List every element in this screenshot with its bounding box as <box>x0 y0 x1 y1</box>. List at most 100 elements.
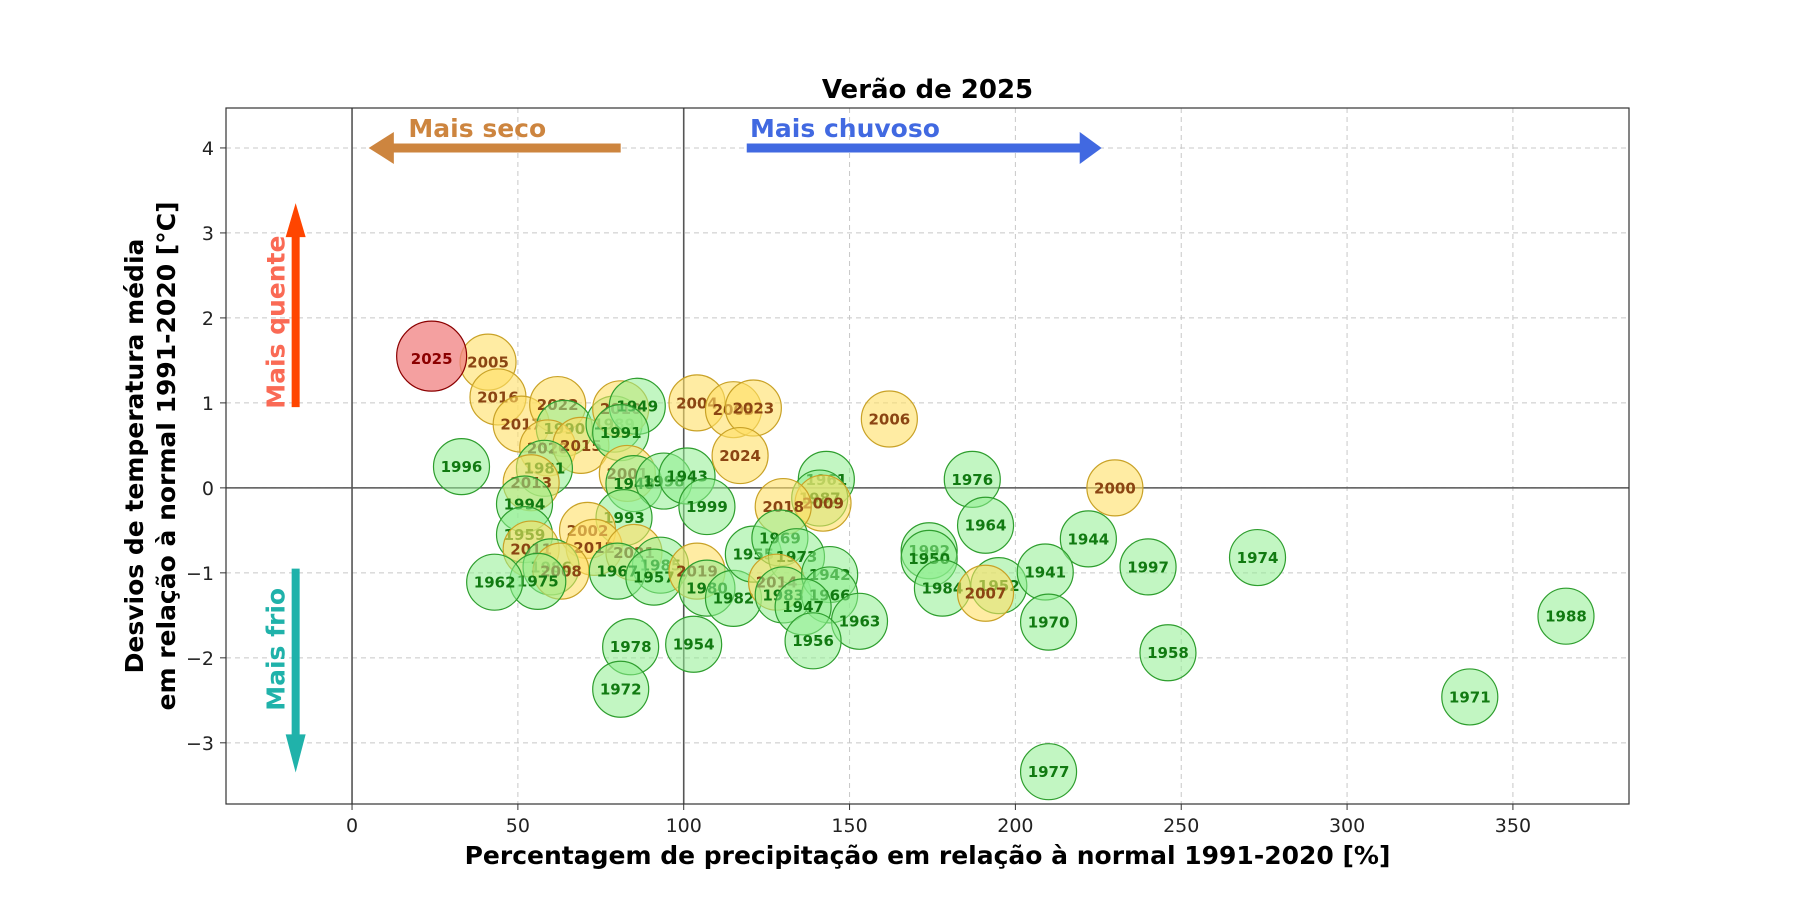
point-1963: 1963 <box>830 592 889 650</box>
y-tick-label: 4 <box>202 138 214 160</box>
point-marker <box>956 496 1015 554</box>
data-points: 2005201620172022199020202015198119962013… <box>396 320 1595 801</box>
point-marker <box>711 426 769 485</box>
hot-arrow-head <box>285 203 306 238</box>
point-1978: 1978 <box>602 618 660 676</box>
direction-arrows <box>285 131 1102 773</box>
y-axis-label: Desvios de temperatura média em relação … <box>120 201 181 710</box>
point-label: 1976 <box>951 471 993 489</box>
point-marker <box>956 564 1015 622</box>
point-1957: 1957 <box>625 548 683 606</box>
point-marker <box>1019 593 1078 651</box>
point-marker <box>678 477 736 536</box>
point-label: 1977 <box>1028 763 1070 781</box>
point-label: 1972 <box>600 681 642 699</box>
y-tick-label: −3 <box>186 733 214 755</box>
annotation-dry: Mais seco <box>408 114 546 143</box>
point-1977: 1977 <box>1019 743 1078 801</box>
point-label: 1963 <box>839 613 881 631</box>
point-1941: 1941 <box>1016 543 1074 601</box>
point-label: 2007 <box>965 585 1007 603</box>
point-marker <box>1441 668 1499 726</box>
point-label: 2023 <box>732 399 774 417</box>
point-marker <box>860 390 918 448</box>
point-marker <box>466 553 524 611</box>
point-1954: 1954 <box>665 615 723 673</box>
point-marker <box>665 615 723 673</box>
annotation-cold: Mais frio <box>262 588 291 711</box>
point-marker <box>1537 587 1595 645</box>
point-marker <box>1059 510 1117 568</box>
point-marker <box>1086 459 1144 517</box>
x-tick-label: 350 <box>1495 815 1531 837</box>
point-1956: 1956 <box>784 612 842 670</box>
point-1974: 1974 <box>1228 528 1287 587</box>
annotation-wet: Mais chuvoso <box>750 114 940 143</box>
point-marker <box>1019 743 1078 801</box>
x-tick-label: 0 <box>346 815 358 837</box>
point-1970: 1970 <box>1019 593 1078 651</box>
point-label: 2000 <box>1094 479 1136 497</box>
point-1962: 1962 <box>466 553 524 611</box>
chart-title: Verão de 2025 <box>822 75 1033 105</box>
point-label: 1991 <box>600 424 642 442</box>
point-1988: 1988 <box>1537 587 1595 645</box>
point-marker <box>784 612 842 670</box>
y-axis-label-line2: em relação à normal 1991-2020 [°C] <box>152 201 181 710</box>
y-tick-label: −1 <box>186 563 214 585</box>
point-label: 2024 <box>719 447 761 465</box>
point-1975: 1975 <box>509 552 567 610</box>
point-label: 1947 <box>782 598 824 616</box>
point-1999: 1999 <box>678 477 736 536</box>
point-label: 1962 <box>474 574 516 592</box>
point-2024: 2024 <box>711 426 769 485</box>
point-label: 1970 <box>1028 614 1070 632</box>
point-marker <box>1228 528 1287 587</box>
point-label: 1974 <box>1237 549 1279 567</box>
point-1958: 1958 <box>1139 624 1197 682</box>
x-tick-label: 250 <box>1163 815 1199 837</box>
point-label: 1999 <box>686 498 728 516</box>
y-tick-label: 3 <box>202 223 214 245</box>
point-label: 1988 <box>1545 608 1587 626</box>
dry-arrow-head <box>368 131 394 164</box>
point-label: 2006 <box>868 410 910 428</box>
point-label: 1975 <box>517 573 559 591</box>
annotation-hot: Mais quente <box>262 236 291 409</box>
x-axis-label: Percentagem de precipitação em relação à… <box>465 841 1391 870</box>
x-tick-label: 150 <box>831 815 867 837</box>
x-tick-label: 100 <box>666 815 702 837</box>
y-tick-label: −2 <box>186 648 214 670</box>
point-1976: 1976 <box>943 450 1001 508</box>
plot-frame <box>225 107 1630 805</box>
axis-ticks: 0 50 100 150 200 250 300 350 −3 −2 −1 0 1 2 3 4 <box>186 138 1531 837</box>
point-label: 1996 <box>441 458 483 476</box>
point-2000: 2000 <box>1086 459 1144 517</box>
x-tick-label: 50 <box>506 815 530 837</box>
cold-arrow-head <box>285 734 306 773</box>
y-tick-label: 2 <box>202 308 214 330</box>
point-label: 1958 <box>1147 644 1189 662</box>
point-marker <box>396 320 468 392</box>
point-label: 1944 <box>1067 530 1109 548</box>
point-label: 1971 <box>1449 688 1491 706</box>
point-2023: 2023 <box>724 379 782 437</box>
point-2006: 2006 <box>860 390 918 448</box>
point-marker <box>592 660 650 718</box>
point-1982: 1982 <box>704 569 763 627</box>
point-1944: 1944 <box>1059 510 1117 568</box>
point-label: 2025 <box>411 350 453 368</box>
point-2007: 2007 <box>956 564 1015 622</box>
point-1997: 1997 <box>1119 538 1177 596</box>
x-tick-label: 300 <box>1329 815 1365 837</box>
point-label: 1957 <box>633 568 675 586</box>
x-tick-label: 200 <box>997 815 1033 837</box>
point-1971: 1971 <box>1441 668 1499 726</box>
point-1964: 1964 <box>956 496 1015 554</box>
point-2025: 2025 <box>396 320 468 392</box>
wet-arrow-head <box>1079 131 1102 164</box>
y-tick-label: 0 <box>202 478 214 500</box>
point-label: 1982 <box>713 590 755 608</box>
point-label: 1997 <box>1127 558 1169 576</box>
